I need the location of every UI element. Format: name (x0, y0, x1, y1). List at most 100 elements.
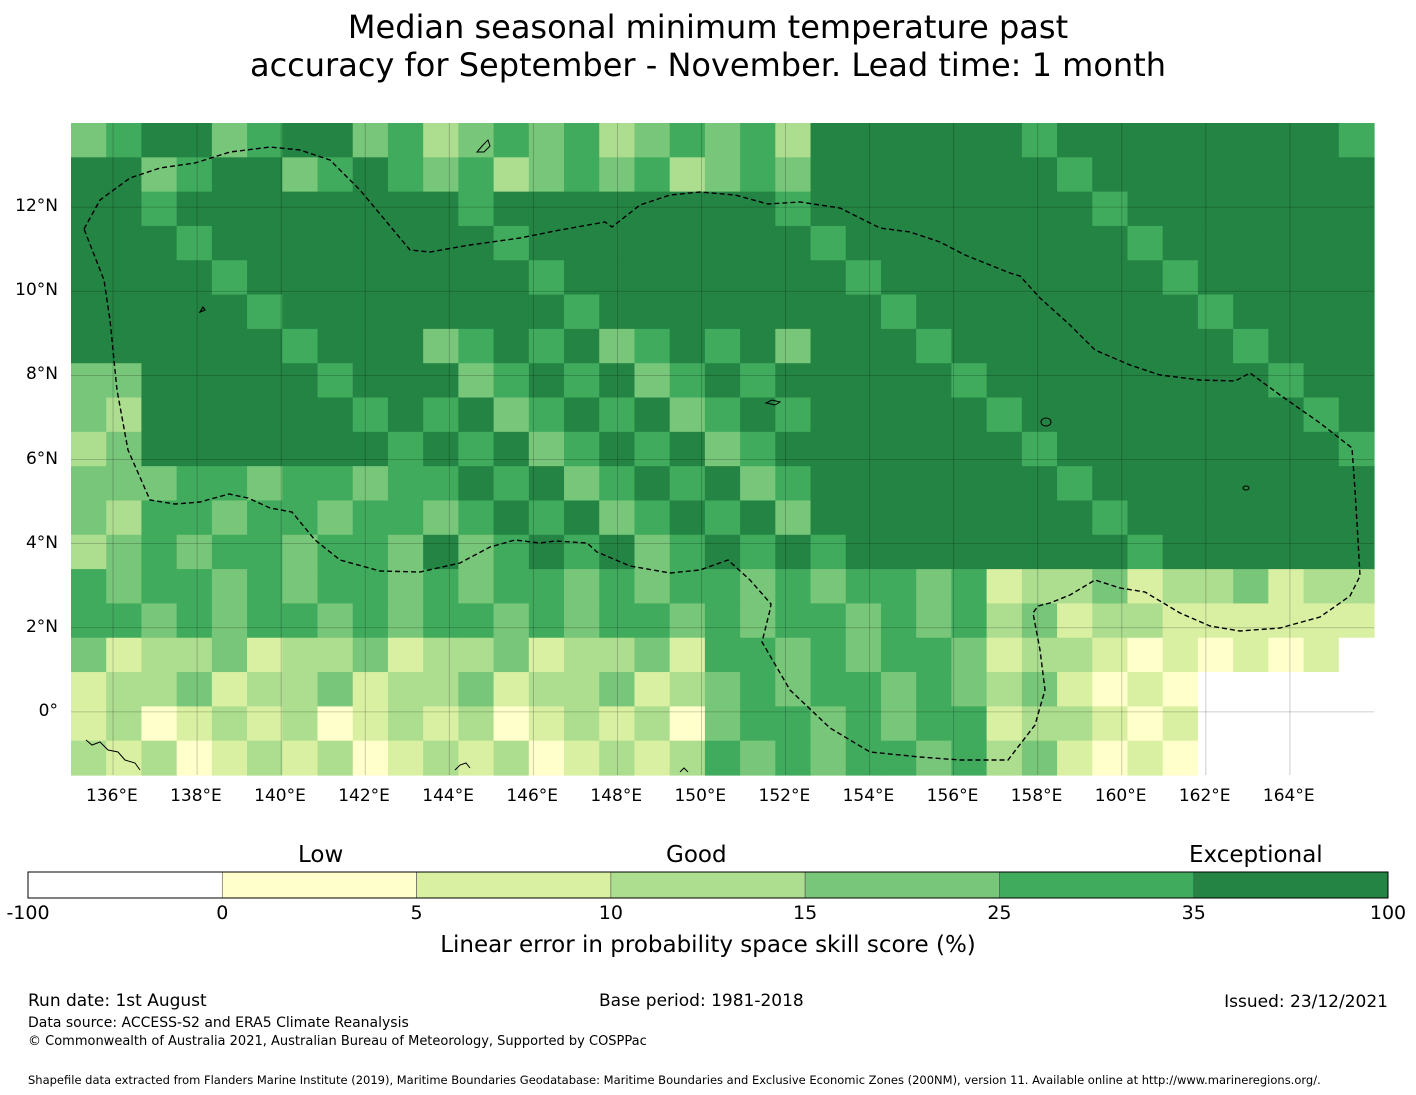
grid-cell (1338, 157, 1375, 193)
grid-cell (1268, 328, 1305, 364)
grid-cell (1057, 500, 1093, 536)
grid-cell (1127, 294, 1164, 330)
grid-cell (564, 500, 600, 536)
grid-cell (352, 466, 389, 502)
grid-cell (599, 672, 636, 707)
grid-cell (1303, 706, 1340, 742)
grid-cell (1338, 569, 1375, 605)
grid-cell (141, 191, 178, 227)
grid-cell (1021, 603, 1058, 639)
grid-cell (106, 123, 143, 158)
grid-cell (599, 706, 636, 742)
grid-cell (106, 431, 143, 467)
grid-cell (493, 328, 530, 364)
grid-cell (1057, 191, 1093, 227)
grid-cell (458, 328, 495, 364)
lat-tick-label: 6°N (25, 448, 58, 469)
grid-cell (1268, 123, 1305, 158)
grid-cell (458, 294, 495, 330)
grid-cell (493, 260, 530, 296)
grid-cell (211, 569, 248, 605)
grid-cell (493, 672, 530, 707)
grid-cell (282, 637, 319, 673)
grid-cell (528, 225, 565, 261)
grid-cell (1127, 569, 1164, 605)
grid-cell (1197, 431, 1234, 467)
grid-cell (1197, 294, 1234, 330)
grid-cell (106, 740, 143, 776)
grid-cell (845, 534, 882, 570)
grid-cell (423, 672, 459, 707)
grid-cell (986, 706, 1023, 742)
grid-cell (317, 603, 354, 639)
grid-cell (810, 157, 847, 193)
lon-tick-label: 144°E (422, 786, 474, 806)
grid-cell (1162, 603, 1199, 639)
grid-cell (176, 328, 213, 364)
grid-cell (916, 706, 953, 742)
grid-cell (352, 225, 389, 261)
lat-tick-label: 12°N (15, 196, 58, 217)
grid-cell (247, 500, 283, 536)
grid-cell (282, 500, 319, 536)
lat-tick-label: 2°N (25, 616, 58, 637)
grid-cell (106, 500, 143, 536)
colorbar-segment (27, 871, 223, 899)
grid-cell (599, 363, 636, 399)
grid-cell (1021, 260, 1058, 296)
grid-cell (1197, 328, 1234, 364)
grid-cell (916, 466, 953, 502)
grid-cell (247, 466, 283, 502)
grid-cell (423, 500, 459, 536)
grid-cell (845, 225, 882, 261)
grid-cell (986, 466, 1023, 502)
grid-cell (916, 500, 953, 536)
grid-cell (1162, 740, 1199, 776)
grid-cell (880, 157, 917, 193)
grid-cell (423, 706, 459, 742)
lon-tick-label: 142°E (338, 786, 390, 806)
grid-cell (1162, 294, 1199, 330)
grid-cell (880, 466, 917, 502)
grid-cell (880, 225, 917, 261)
grid-cell (634, 534, 671, 570)
grid-cell (634, 123, 671, 158)
grid-cell (1127, 191, 1164, 227)
grid-cell (106, 157, 143, 193)
grid-cell (282, 672, 319, 707)
grid-cell (247, 569, 283, 605)
grid-cell (634, 569, 671, 605)
grid-cell (352, 534, 389, 570)
grid-cell (564, 431, 600, 467)
grid-cell (141, 225, 178, 261)
grid-cell (1057, 740, 1093, 776)
grid-cell (282, 157, 319, 193)
grid-cell (1162, 397, 1199, 433)
grid-cell (916, 534, 953, 570)
grid-cell (986, 569, 1023, 605)
grid-cell (1092, 123, 1129, 158)
grid-cell (352, 191, 389, 227)
grid-cell (599, 431, 636, 467)
grid-cell (387, 294, 424, 330)
grid-cell (810, 500, 847, 536)
base-period: Base period: 1981-2018 (599, 991, 804, 1011)
grid-cell (71, 363, 107, 399)
grid-cell (845, 466, 882, 502)
grid-cell (669, 500, 706, 536)
grid-cell (1338, 534, 1375, 570)
grid-cell (176, 740, 213, 776)
grid-cell (352, 157, 389, 193)
grid-cell (106, 603, 143, 639)
grid-cell (951, 431, 988, 467)
grid-cell (387, 328, 424, 364)
colorbar-outline (27, 871, 1389, 899)
grid-cell (634, 603, 671, 639)
grid-cell (1338, 431, 1375, 467)
grid-cell (775, 191, 812, 227)
grid-cell (704, 534, 741, 570)
grid-cell (810, 466, 847, 502)
grid-cell (704, 431, 741, 467)
grid-cell (1233, 294, 1269, 330)
